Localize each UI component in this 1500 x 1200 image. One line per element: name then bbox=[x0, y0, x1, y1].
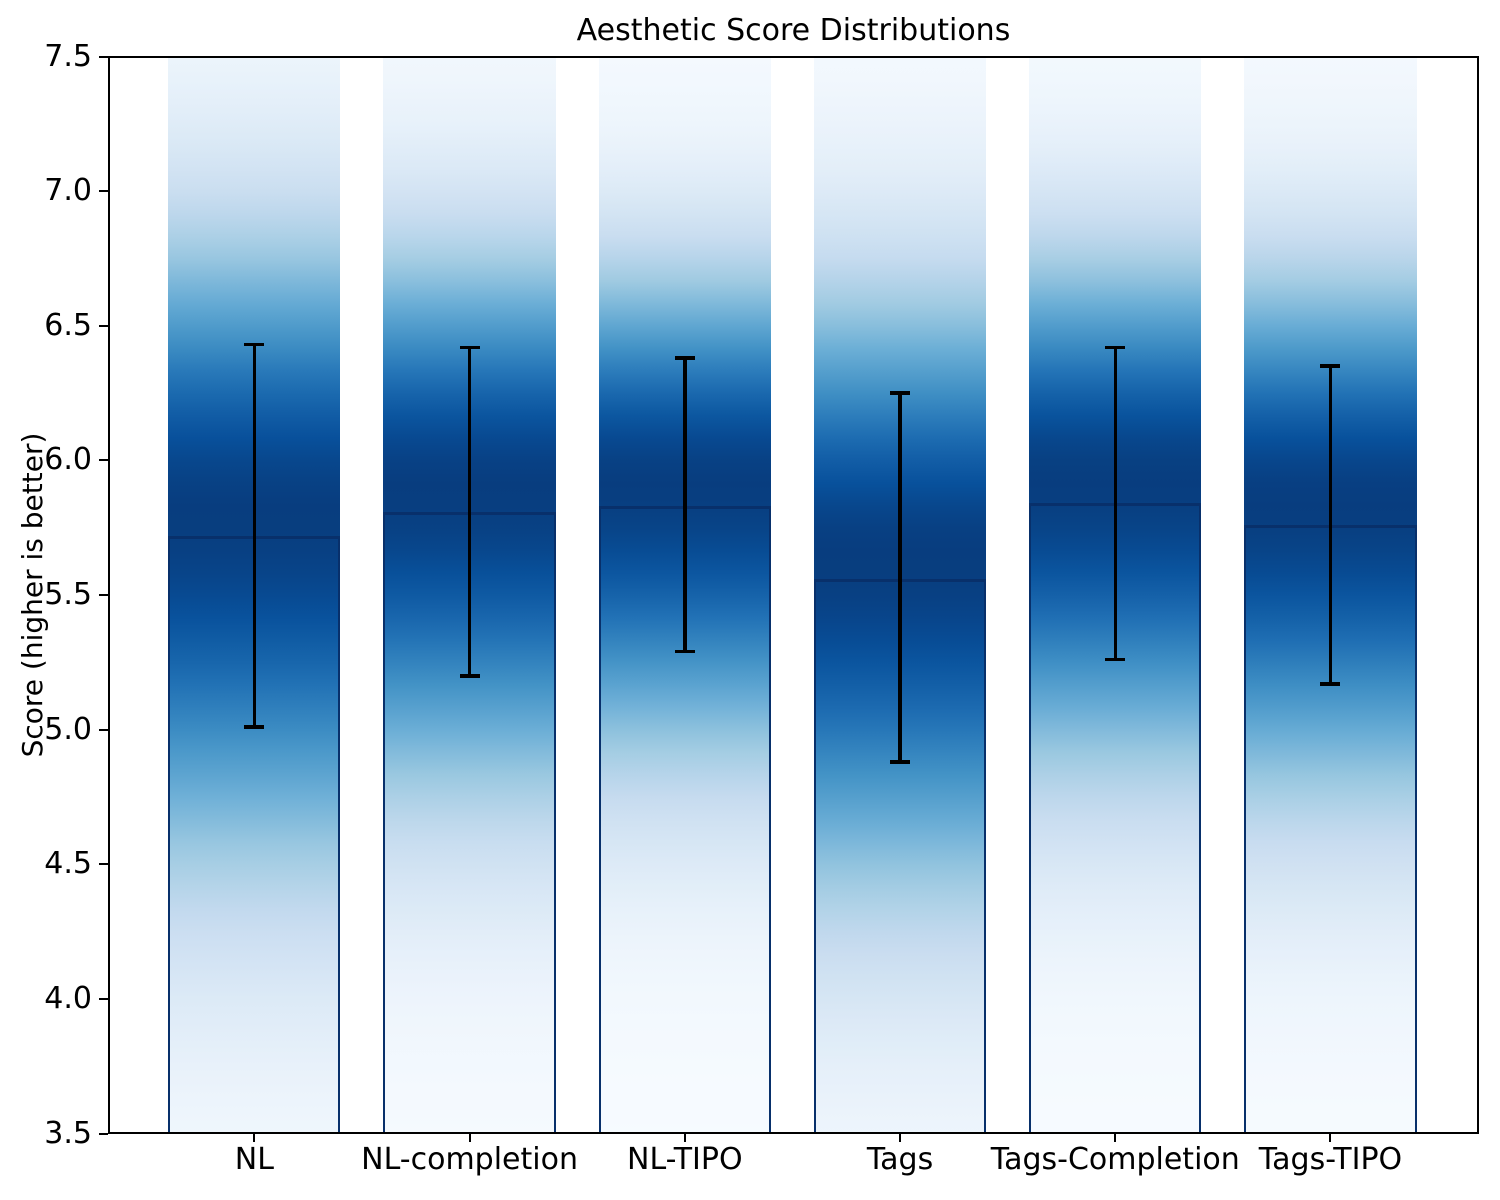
error-cap-top bbox=[459, 345, 480, 350]
x-tick bbox=[253, 1133, 256, 1142]
error-cap-bottom bbox=[1105, 657, 1126, 662]
x-tick-label: Tags-Completion bbox=[990, 1142, 1240, 1177]
y-tick bbox=[99, 324, 108, 327]
error-cap-top bbox=[1105, 345, 1126, 350]
y-tick-label: 3.5 bbox=[44, 1115, 92, 1151]
x-tick-label: NL-completion bbox=[361, 1142, 578, 1177]
error-cap-top bbox=[890, 391, 911, 395]
error-cap-bottom bbox=[674, 649, 695, 654]
error-bar bbox=[1328, 366, 1333, 684]
y-tick-label: 5.5 bbox=[44, 577, 92, 612]
chart-title: Aesthetic Score Distributions bbox=[576, 13, 1011, 48]
x-tick bbox=[683, 1133, 686, 1142]
error-bar bbox=[467, 347, 472, 676]
y-tick-label: 6.5 bbox=[44, 307, 92, 343]
x-tick bbox=[1114, 1133, 1117, 1142]
x-tick bbox=[1329, 1133, 1332, 1142]
y-tick bbox=[99, 728, 108, 731]
error-cap-bottom bbox=[890, 760, 911, 764]
error-bar bbox=[252, 344, 257, 727]
error-bar bbox=[683, 358, 687, 652]
x-tick bbox=[899, 1133, 902, 1142]
error-cap-top bbox=[244, 342, 265, 347]
error-cap-bottom bbox=[1320, 682, 1341, 686]
error-cap-bottom bbox=[459, 674, 480, 678]
y-tick-label: 7.0 bbox=[44, 173, 92, 209]
y-tick bbox=[99, 459, 108, 462]
error-bar bbox=[1113, 347, 1117, 660]
y-tick bbox=[99, 1132, 108, 1135]
x-tick bbox=[468, 1133, 471, 1142]
error-cap-top bbox=[674, 356, 695, 360]
y-tick bbox=[99, 190, 108, 193]
y-tick bbox=[99, 55, 108, 58]
y-tick-label: 4.0 bbox=[44, 980, 92, 1016]
error-cap-bottom bbox=[244, 725, 265, 729]
y-tick-label: 7.5 bbox=[44, 38, 92, 74]
y-tick-label: 5.0 bbox=[44, 711, 92, 747]
x-tick-label: NL-TIPO bbox=[627, 1142, 743, 1177]
y-tick bbox=[99, 594, 108, 596]
y-tick bbox=[99, 997, 108, 1000]
error-bar bbox=[898, 393, 902, 762]
y-tick bbox=[99, 863, 108, 866]
error-cap-top bbox=[1320, 364, 1341, 368]
y-tick-label: 6.0 bbox=[44, 442, 92, 478]
y-tick-label: 4.5 bbox=[44, 846, 92, 882]
x-tick-label: Tags-TIPO bbox=[1258, 1142, 1403, 1177]
x-tick-label: Tags bbox=[866, 1142, 934, 1177]
x-tick-label: NL bbox=[234, 1142, 274, 1177]
